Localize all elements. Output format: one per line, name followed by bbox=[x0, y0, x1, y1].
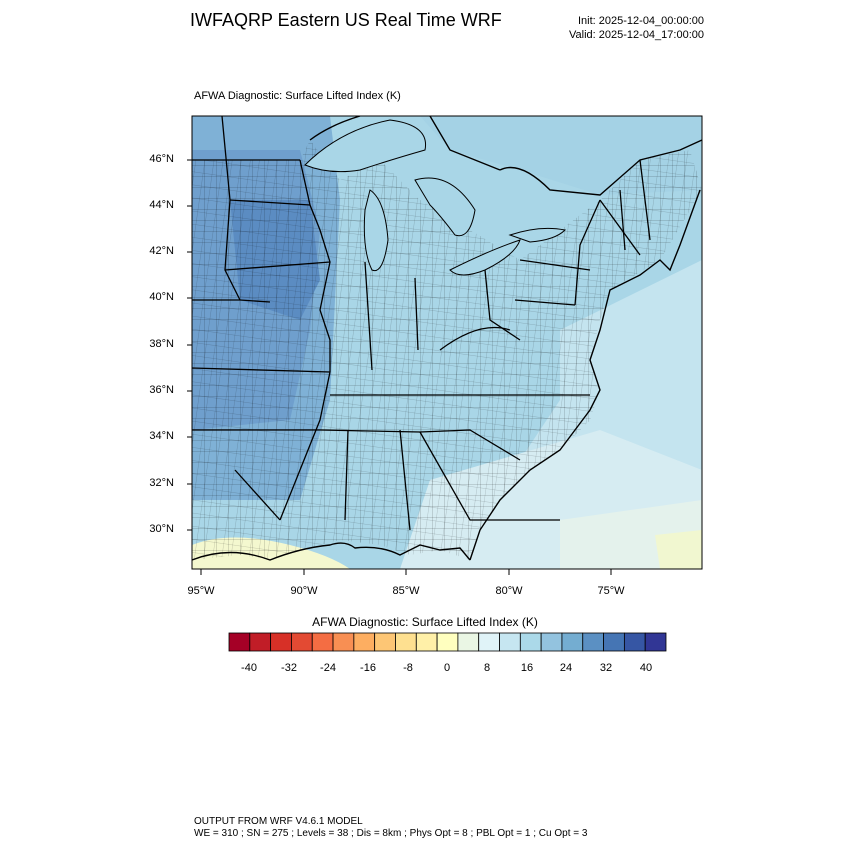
colorbar-label: 0 bbox=[443, 662, 451, 674]
lat-label: 38°N bbox=[149, 338, 174, 350]
colorbar-label: 8 bbox=[483, 662, 491, 674]
lat-ticks bbox=[187, 159, 192, 531]
lat-label: 46°N bbox=[149, 153, 174, 165]
lon-label: 75°W bbox=[597, 585, 625, 597]
colorbar-label: 24 bbox=[559, 662, 573, 674]
colorbar-box bbox=[228, 632, 251, 652]
model-info-line1: OUTPUT FROM WRF V4.6.1 MODEL bbox=[194, 816, 363, 827]
valid-time: Valid: 2025-12-04_17:00:00 bbox=[569, 29, 704, 41]
colorbar-label: -32 bbox=[281, 662, 297, 674]
lake-michigan bbox=[363, 189, 389, 272]
colorbar-box bbox=[478, 632, 500, 652]
map-panel bbox=[192, 116, 702, 569]
colorbar-label: -8 bbox=[403, 662, 413, 674]
lake-huron bbox=[414, 177, 476, 237]
model-info: OUTPUT FROM WRF V4.6.1 MODEL WE = 310 ; … bbox=[194, 816, 587, 840]
colorbar-box bbox=[561, 632, 584, 652]
colorbar-box bbox=[332, 632, 355, 652]
lon-label: 80°W bbox=[495, 585, 523, 597]
colorbar-box bbox=[249, 632, 272, 652]
run-times: Init: 2025-12-04_00:00:00 Valid: 2025-12… bbox=[569, 14, 704, 42]
colorbar-box bbox=[291, 632, 313, 652]
colorbar-box bbox=[644, 632, 667, 652]
colorbar-box bbox=[519, 632, 542, 652]
lat-label: 30°N bbox=[149, 523, 174, 535]
colorbar-box bbox=[436, 632, 459, 652]
coastline bbox=[192, 116, 702, 561]
colorbar-label: 32 bbox=[599, 662, 613, 674]
state-borders bbox=[192, 116, 651, 531]
colorbar-box bbox=[623, 632, 646, 652]
colorbar-box bbox=[582, 632, 604, 652]
lon-label: 90°W bbox=[290, 585, 318, 597]
colorbar-label: 40 bbox=[639, 662, 653, 674]
map-frame bbox=[191, 115, 703, 570]
colorbar-box bbox=[415, 632, 438, 652]
field-title: AFWA Diagnostic: Surface Lifted Index (K… bbox=[194, 90, 401, 102]
model-info-line2: WE = 310 ; SN = 275 ; Levels = 38 ; Dis … bbox=[194, 828, 588, 839]
colorbar bbox=[228, 632, 667, 652]
lat-label: 32°N bbox=[149, 477, 174, 489]
colorbar-box bbox=[353, 632, 376, 652]
lake-ontario bbox=[508, 227, 567, 243]
colorbar-box bbox=[311, 632, 334, 652]
lat-label: 42°N bbox=[149, 245, 174, 257]
colorbar-box bbox=[603, 632, 625, 652]
colorbar-box bbox=[457, 632, 480, 652]
colorbar-title: AFWA Diagnostic: Surface Lifted Index (K… bbox=[312, 615, 538, 629]
lake-superior bbox=[304, 119, 427, 173]
colorbar-box bbox=[395, 632, 417, 652]
lon-label: 85°W bbox=[392, 585, 420, 597]
lake-erie bbox=[449, 239, 521, 276]
colorbar-box bbox=[270, 632, 292, 652]
lon-label: 95°W bbox=[187, 585, 215, 597]
lat-label: 34°N bbox=[149, 430, 174, 442]
colorbar-box bbox=[540, 632, 563, 652]
county-lines-2 bbox=[192, 140, 702, 560]
colorbar-label: -24 bbox=[320, 662, 336, 674]
lon-ticks bbox=[200, 569, 612, 575]
lat-label: 36°N bbox=[149, 384, 174, 396]
lat-label: 44°N bbox=[149, 199, 174, 211]
field-atlantic-patch bbox=[655, 530, 702, 569]
colorbar-label: -40 bbox=[241, 662, 257, 674]
colorbar-box bbox=[374, 632, 396, 652]
colorbar-label: -16 bbox=[360, 662, 376, 674]
plot-title: IWFAQRP Eastern US Real Time WRF bbox=[190, 10, 502, 30]
lat-label: 40°N bbox=[149, 291, 174, 303]
colorbar-label: 16 bbox=[520, 662, 534, 674]
init-time: Init: 2025-12-04_00:00:00 bbox=[578, 15, 704, 27]
colorbar-box bbox=[499, 632, 521, 652]
